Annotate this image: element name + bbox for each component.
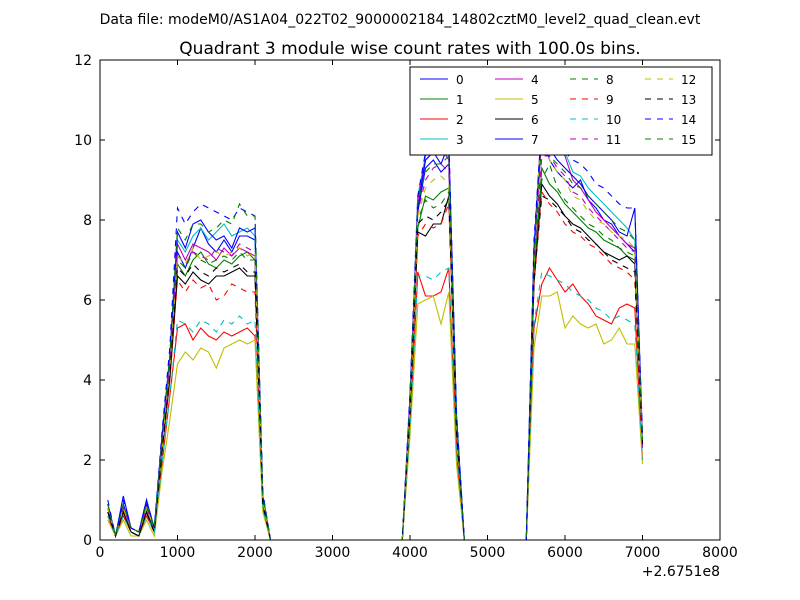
x-tick-label: 2000 xyxy=(237,545,273,561)
legend-label-14: 14 xyxy=(681,113,696,127)
figure-suptitle: Data file: modeM0/AS1A04_022T02_90000021… xyxy=(100,12,701,28)
y-tick-label: 8 xyxy=(83,213,92,229)
y-tick-label: 2 xyxy=(83,453,92,469)
y-tick-label: 6 xyxy=(83,293,92,309)
legend-label-2: 2 xyxy=(456,113,464,127)
legend-label-8: 8 xyxy=(606,73,614,87)
legend-label-11: 11 xyxy=(606,133,621,147)
series-line-10 xyxy=(107,267,644,541)
y-tick-label: 0 xyxy=(83,533,92,549)
x-tick-label: 1000 xyxy=(160,545,196,561)
chart-title: Quadrant 3 module wise count rates with … xyxy=(179,39,640,59)
y-tick-label: 10 xyxy=(74,133,92,149)
y-tick-label: 4 xyxy=(83,373,92,389)
x-tick-label: 5000 xyxy=(470,545,506,561)
x-offset-label: +2.6751e8 xyxy=(642,564,720,580)
legend-label-4: 4 xyxy=(531,73,539,87)
legend-label-10: 10 xyxy=(606,113,621,127)
x-tick-label: 8000 xyxy=(702,545,738,561)
x-tick-label: 4000 xyxy=(392,545,428,561)
series-line-15 xyxy=(107,137,644,541)
legend-label-3: 3 xyxy=(456,133,464,147)
legend-label-7: 7 xyxy=(531,133,539,147)
legend-label-13: 13 xyxy=(681,93,696,107)
x-tick-label: 0 xyxy=(96,545,105,561)
legend-label-6: 6 xyxy=(531,113,539,127)
y-tick-label: 12 xyxy=(74,53,92,69)
x-tick-label: 7000 xyxy=(625,545,661,561)
legend-label-1: 1 xyxy=(456,93,464,107)
legend-label-5: 5 xyxy=(531,93,539,107)
x-tick-label: 3000 xyxy=(315,545,351,561)
legend-label-12: 12 xyxy=(681,73,696,87)
x-tick-label: 6000 xyxy=(547,545,583,561)
legend-label-9: 9 xyxy=(606,93,614,107)
ticks-layer: 0 1000 2000 3000 4000 5000 6000 7000 80000246810… xyxy=(74,53,738,561)
legend-label-15: 15 xyxy=(681,133,696,147)
legend-box xyxy=(409,66,713,156)
legend-label-0: 0 xyxy=(456,73,464,87)
series-line-12 xyxy=(107,107,644,541)
